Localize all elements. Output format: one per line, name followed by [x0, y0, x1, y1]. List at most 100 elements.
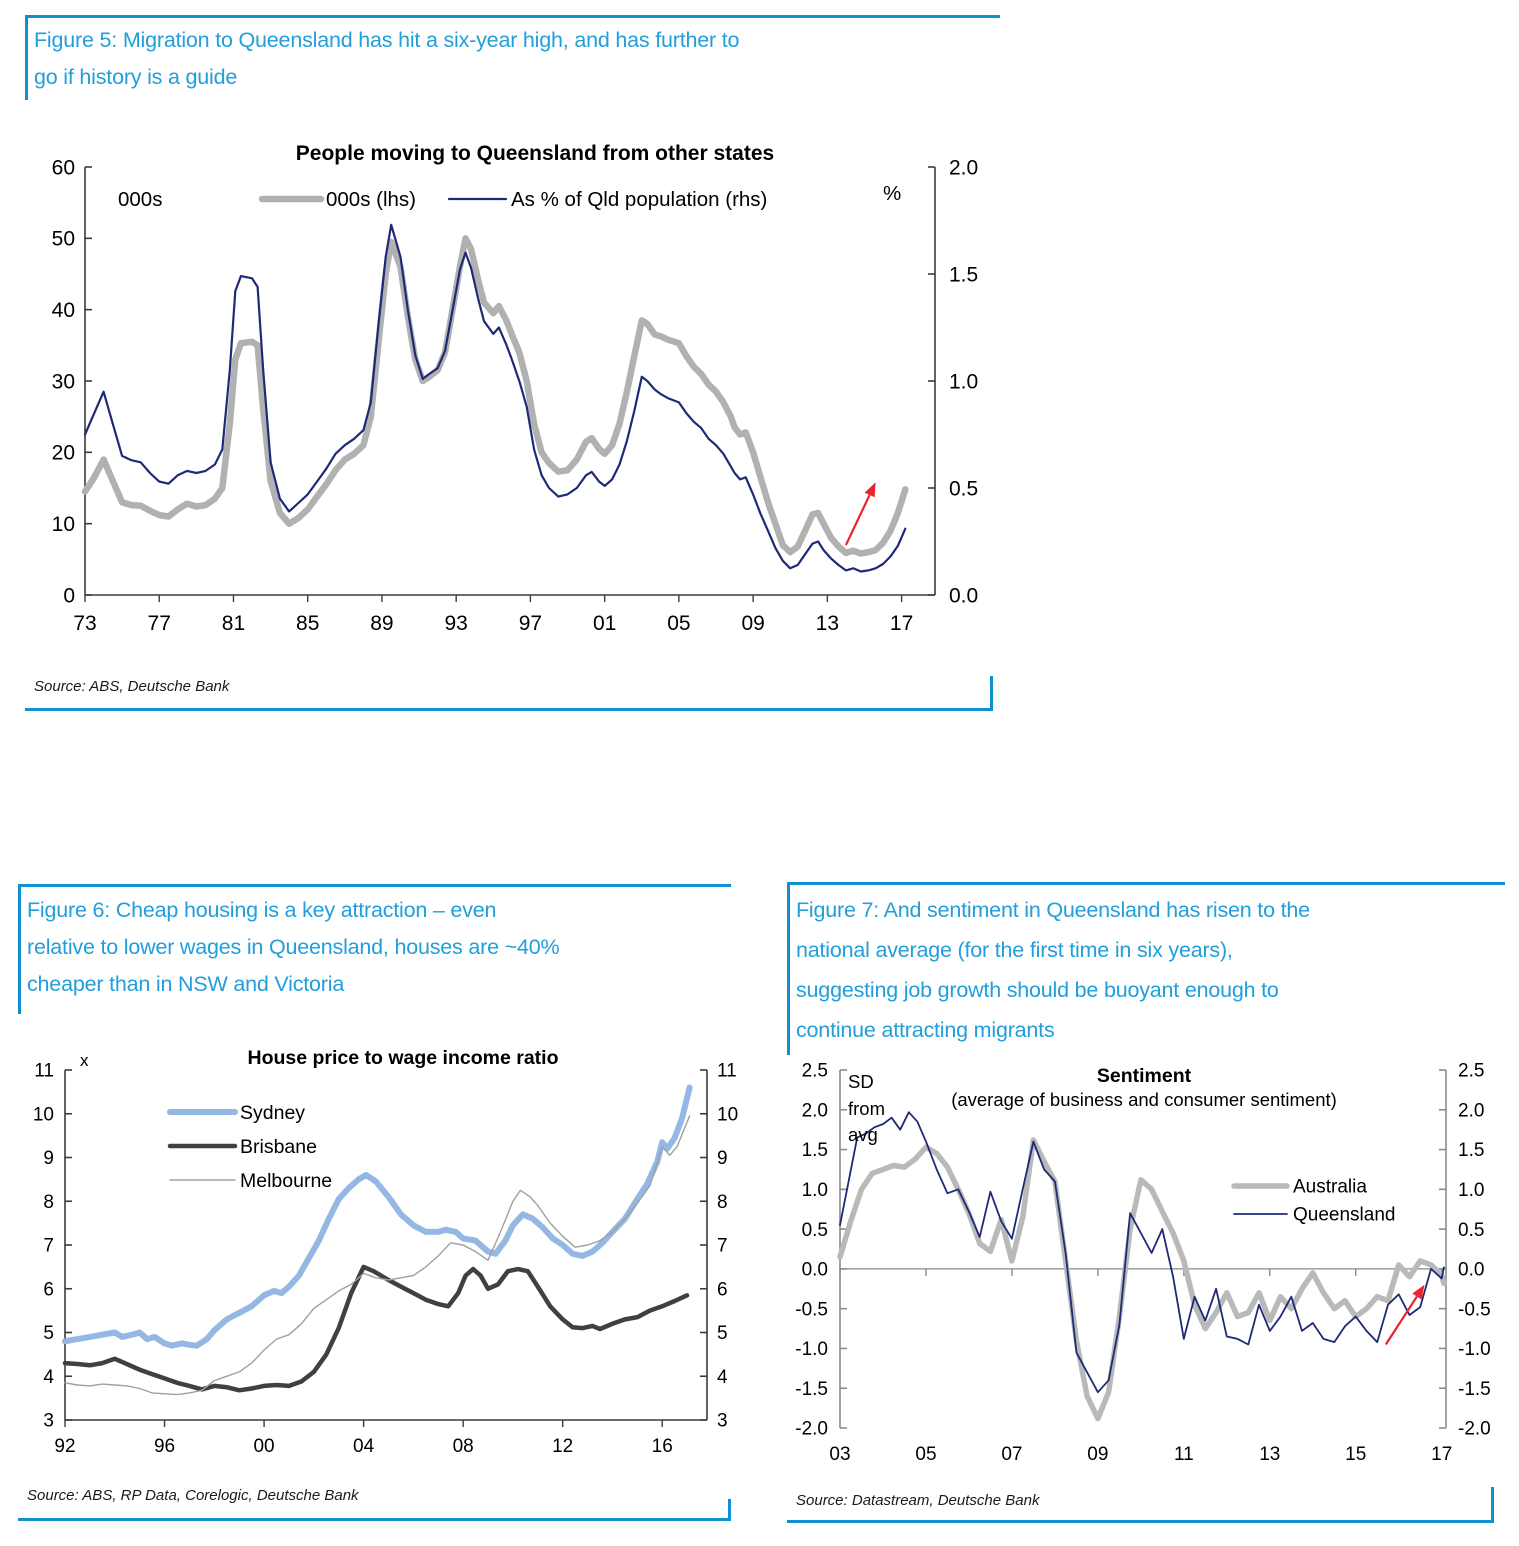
y-tick-label-right: -2.0 [1458, 1419, 1491, 1440]
x-tick-label: 09 [741, 612, 764, 635]
y-tick-label-left: 7 [43, 1236, 54, 1257]
sentiment-unit_lines-2: avg [848, 1124, 878, 1145]
x-tick-label: 04 [353, 1436, 375, 1457]
series-melbourne [64, 1115, 691, 1396]
sentiment-subtitle: (average of business and consumer sentim… [951, 1089, 1337, 1110]
series-brisbane [62, 1264, 690, 1393]
figure6-title-line1: Figure 6: Cheap housing is a key attract… [27, 898, 497, 922]
y-tick-label-left: 1.0 [802, 1180, 828, 1201]
legend-label-as % of qld population (rhs): As % of Qld population (rhs) [511, 188, 767, 211]
figure6-source: Source: ABS, RP Data, Corelogic, Deutsch… [27, 1487, 359, 1504]
series-as-of-qld-population-rhs [83, 223, 907, 573]
x-tick-label: 07 [1001, 1444, 1022, 1465]
figure6-bottom-border [18, 1518, 731, 1521]
x-tick-label: 85 [296, 612, 319, 635]
x-tick-label: 96 [154, 1436, 175, 1457]
y-tick-label-right: 2.0 [1458, 1100, 1484, 1121]
figure7-corner-tick [1491, 1487, 1494, 1523]
house-price-ratio-chart: 3 4 5 6 7 8 9 10 11 3 4 5 6 7 8 9 10 11 92 96 00 04 08 12 16 Hous… [33, 1047, 738, 1457]
figure7-source: Source: Datastream, Deutsche Bank [796, 1492, 1040, 1509]
figure7-bottom-border [787, 1520, 1494, 1523]
y-tick-label-left: 3 [43, 1411, 54, 1432]
figure7-title: Figure 7: And sentiment in Queensland ha… [796, 890, 1310, 1050]
figure7-title-line1: Figure 7: And sentiment in Queensland ha… [796, 898, 1310, 922]
y-tick-label-right: -1.5 [1458, 1379, 1491, 1400]
y-tick-label-right: 5 [717, 1323, 728, 1344]
y-tick-label-right: 7 [717, 1236, 728, 1257]
x-tick-label: 97 [519, 612, 542, 635]
series-000s-lhs [81, 235, 909, 557]
legend-label-000s (lhs): 000s (lhs) [326, 188, 416, 211]
y-tick-label-right: 0.0 [1458, 1260, 1484, 1281]
figure5-left-border [25, 15, 28, 100]
figure5-corner-tick [990, 676, 993, 711]
figure6-title: Figure 6: Cheap housing is a key attract… [27, 892, 560, 1003]
y-tick-label-right: 6 [717, 1279, 728, 1300]
legend-label-brisbane: Brisbane [240, 1136, 317, 1158]
y-tick-label-left: 60 [52, 156, 75, 179]
y-tick-label-left: 20 [52, 442, 75, 465]
y-tick-label-right: 11 [717, 1061, 737, 1082]
figure6-corner-tick [728, 1499, 731, 1521]
x-tick-label: 12 [552, 1436, 573, 1457]
y-tick-label-right: 9 [717, 1148, 728, 1169]
figure5-title-line2: go if history is a guide [34, 65, 238, 89]
x-tick-label: 08 [453, 1436, 474, 1457]
figure5-bottom-border [25, 708, 993, 711]
x-tick-label: 17 [890, 612, 913, 635]
y-tick-label-left: 9 [43, 1148, 54, 1169]
y-tick-label-left: -0.5 [795, 1299, 828, 1320]
y-tick-label-right: 2.0 [949, 156, 978, 179]
y-tick-label-right: 10 [717, 1104, 738, 1125]
y-tick-label-right: 1.0 [1458, 1180, 1484, 1201]
y-tick-label-left: 8 [43, 1192, 54, 1213]
house-price-ratio-title: House price to wage income ratio [248, 1047, 559, 1069]
y-tick-label-right: 1.0 [949, 370, 978, 393]
y-tick-label-left: -1.5 [795, 1379, 828, 1400]
y-tick-label-right: -0.5 [1458, 1299, 1491, 1320]
legend-label-queensland: Queensland [1293, 1205, 1395, 1226]
y-tick-label-left: 5 [43, 1323, 54, 1344]
y-tick-label-left: 6 [43, 1279, 54, 1300]
figure5-source: Source: ABS, Deutsche Bank [34, 678, 230, 695]
x-tick-label: 05 [667, 612, 690, 635]
legend-label-melbourne: Melbourne [240, 1170, 332, 1192]
legend-label-australia: Australia [1293, 1177, 1367, 1198]
y-tick-label-right: 0.0 [949, 584, 978, 607]
y-tick-label-left: 4 [43, 1367, 54, 1388]
y-tick-label-left: 2.0 [802, 1100, 828, 1121]
y-tick-label-left: 0.0 [802, 1260, 828, 1281]
y-tick-label-right: 4 [717, 1367, 728, 1388]
y-tick-label-left: 1.5 [802, 1140, 828, 1161]
x-tick-label: 77 [148, 612, 171, 635]
x-tick-label: 15 [1345, 1444, 1366, 1465]
x-tick-label: 01 [593, 612, 616, 635]
series-sydney [62, 1084, 693, 1349]
figure6-left-border [18, 884, 21, 1014]
x-tick-label: 16 [652, 1436, 673, 1457]
sentiment-chart: -2.0 -1.5 -1.0 -0.5 0.0 0.5 1.0 1.5 2.0 2.5 -2.0 -1… [795, 1061, 1491, 1465]
y-tick-label-right: 1.5 [949, 263, 978, 286]
trend-arrow-head [864, 482, 876, 498]
x-tick-label: 13 [816, 612, 839, 635]
x-tick-label: 93 [444, 612, 467, 635]
x-tick-label: 92 [54, 1436, 75, 1457]
series-queensland [839, 1111, 1445, 1394]
x-tick-label: 03 [829, 1444, 850, 1465]
y-tick-label-right: 0.5 [949, 477, 978, 500]
sentiment-title: Sentiment [1097, 1065, 1192, 1087]
y-tick-label-left: 40 [52, 299, 75, 322]
figure5-top-border [25, 15, 1000, 18]
y-tick-label-left: 10 [33, 1104, 54, 1125]
y-tick-label-left: 2.5 [802, 1061, 828, 1082]
x-tick-label: 11 [1174, 1444, 1194, 1465]
y-tick-label-left: 50 [52, 228, 75, 251]
y-tick-label-right: 8 [717, 1192, 728, 1213]
y-tick-label-right: -1.0 [1458, 1339, 1491, 1360]
trend-arrow-head [1412, 1284, 1425, 1300]
figure7-title-line4: continue attracting migrants [796, 1018, 1055, 1042]
x-tick-label: 89 [370, 612, 393, 635]
x-tick-label: 00 [253, 1436, 274, 1457]
migration-title: People moving to Queensland from other s… [296, 142, 774, 165]
y-tick-label-left: -1.0 [795, 1339, 828, 1360]
